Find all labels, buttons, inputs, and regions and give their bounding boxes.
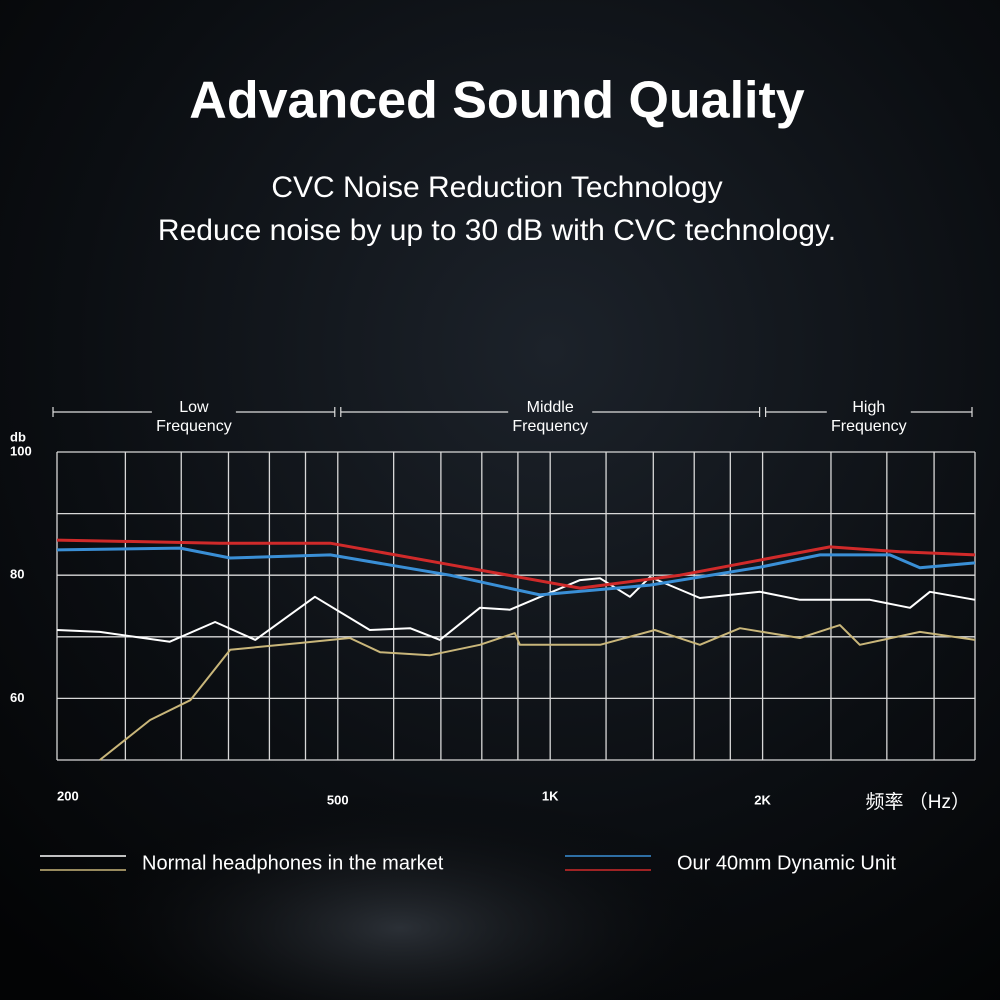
series-line [56, 538, 976, 590]
y-tick-label: 60 [10, 690, 24, 705]
band-label: High [852, 399, 885, 416]
x-tick-label: 2K [754, 792, 771, 807]
y-tick-label: 100 [10, 443, 32, 458]
legend-label: Our 40mm Dynamic Unit [677, 852, 896, 874]
y-axis-label: db [10, 429, 26, 444]
x-axis-label: 频率 （Hz） [865, 791, 970, 813]
subtitle: Reduce noise by up to 30 dB with CVC tec… [158, 214, 836, 247]
band-label: Frequency [512, 418, 588, 435]
legend-label: Normal headphones in the market [142, 852, 444, 874]
band-label: Low [179, 399, 209, 416]
band-label: Frequency [156, 418, 232, 435]
band-label: Middle [527, 399, 574, 416]
background-glow [0, 600, 1000, 1000]
series-line [56, 546, 976, 597]
title: Advanced Sound Quality [189, 72, 804, 130]
series-line [99, 624, 976, 761]
x-tick-label: 200 [57, 788, 79, 803]
subtitle: CVC Noise Reduction Technology [271, 171, 722, 204]
x-tick-label: 500 [327, 792, 349, 807]
x-tick-label: 1K [542, 788, 559, 803]
y-tick-label: 80 [10, 567, 24, 582]
band-label: Frequency [831, 418, 907, 435]
